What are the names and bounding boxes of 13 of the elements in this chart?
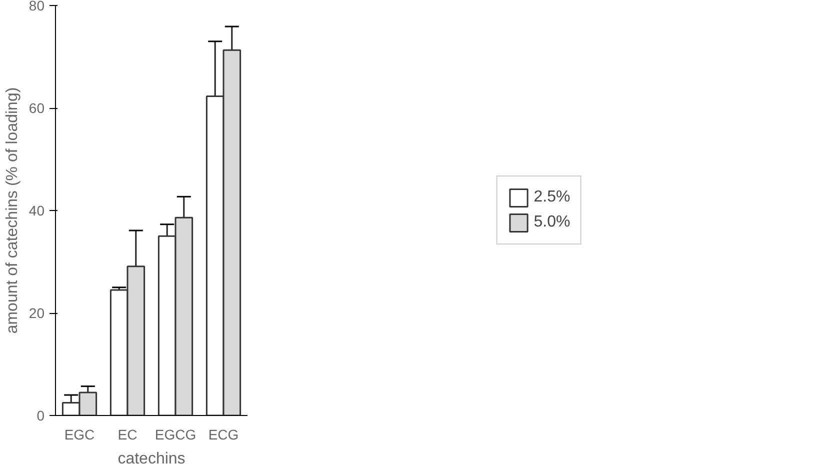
legend-label: 2.5% <box>534 188 570 206</box>
y-tick-label: 40 <box>28 202 45 218</box>
x-axis-title: catechins <box>118 450 186 468</box>
x-tick-label: EGC <box>64 426 95 442</box>
x-tick-label: ECG <box>208 426 239 442</box>
x-tick-label: EC <box>118 426 138 442</box>
y-tick-label: 80 <box>28 0 45 14</box>
x-tick-label: EGCG <box>154 426 196 442</box>
y-tick-label: 20 <box>28 305 45 321</box>
legend-label: 5.0% <box>534 214 570 232</box>
y-axis-title: amount of catechins (% of loading) <box>4 87 21 334</box>
y-tick-label: 60 <box>28 100 45 116</box>
y-tick-label: 0 <box>36 408 45 424</box>
